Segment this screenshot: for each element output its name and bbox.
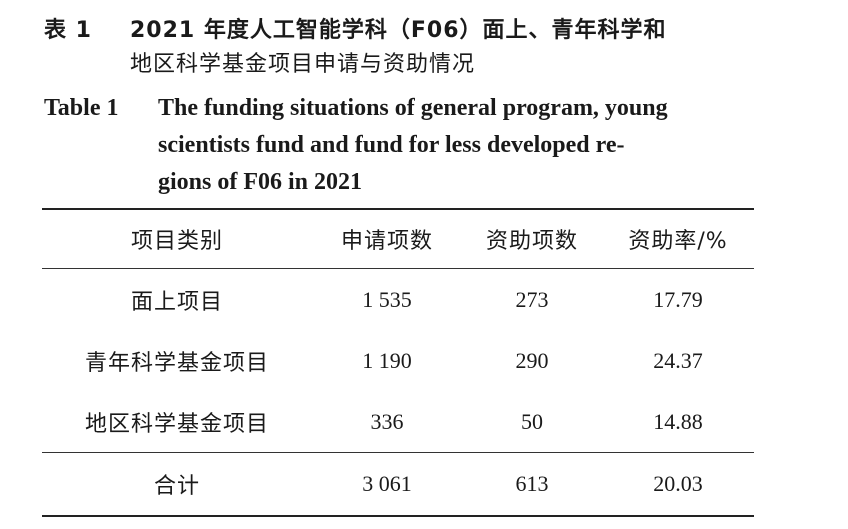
funding-table: 项目类别 申请项数 资助项数 资助率/% 面上项目 1 535 273 17.7… [42,208,754,517]
caption-chinese-line-2: 地区科学基金项目申请与资助情况 [130,52,476,77]
table-row: 青年科学基金项目 1 190 290 24.37 [42,330,754,391]
header-applications: 申请项数 [340,229,433,254]
table-row: 地区科学基金项目 336 50 14.88 [42,391,754,452]
cell-category: 面上项目 [130,289,223,315]
cell-funded: 50 [521,408,543,434]
cell-funding-rate: 24.37 [653,347,703,373]
header-category: 项目类别 [130,229,223,254]
table-row: 面上项目 1 535 273 17.79 [42,269,754,330]
header-funding-rate: 资助率/% [628,229,728,254]
cell-category: 地区科学基金项目 [84,411,269,437]
table-caption-chinese: 表 1 2021 年度人工智能学科（F06）面上、青年科学和 地区科学基金项目申请… [44,14,667,82]
cell-applications: 336 [370,408,404,434]
cell-funding-rate: 17.79 [653,286,703,312]
cell-funded: 273 [515,286,549,312]
cell-applications: 1 190 [362,347,412,373]
header-funded: 资助项数 [485,229,578,254]
total-applications: 3 061 [362,471,412,496]
total-funded: 613 [515,471,549,496]
table-label-english: Table 1 [44,95,119,121]
caption-english-line-3: gions of F06 in 2021 [158,169,363,195]
table-header-row: 项目类别 申请项数 资助项数 资助率/% [42,210,754,269]
caption-english-line-1: The funding situations of general progra… [158,95,668,121]
table-caption-english: Table 1 The funding situations of genera… [44,90,758,201]
cell-funding-rate: 14.88 [653,408,703,434]
table-total-row: 合计 3 061 613 20.03 [42,452,754,515]
cell-category: 青年科学基金项目 [84,350,269,376]
table-label-chinese: 表 1 [44,18,92,43]
caption-english-line-2: scientists fund and fund for less develo… [158,132,625,158]
caption-chinese-line-1: 2021 年度人工智能学科（F06）面上、青年科学和 [130,18,667,43]
cell-funded: 290 [515,347,549,373]
total-label: 合计 [153,474,200,499]
total-funding-rate: 20.03 [653,471,703,496]
cell-applications: 1 535 [362,286,412,312]
